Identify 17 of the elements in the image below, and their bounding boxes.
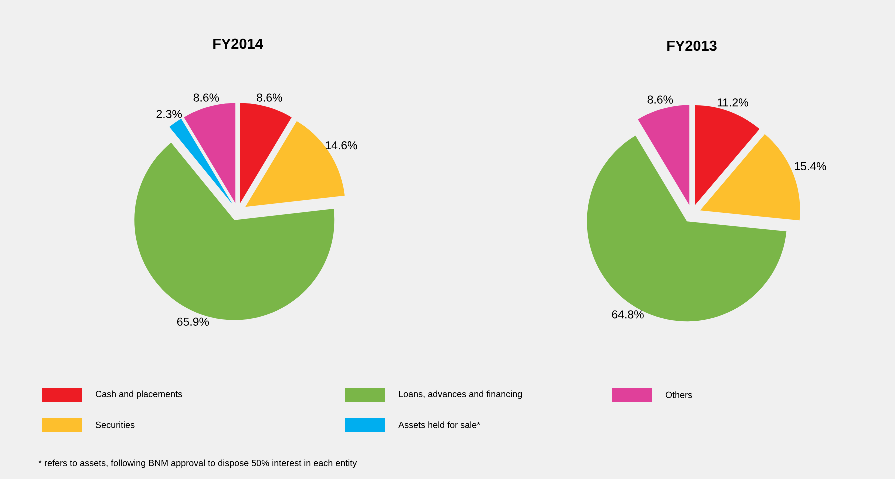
text: * refers to assets, following BNM approval to dispose 50% interest in each entity xyxy=(38,460,358,468)
data-label: 15.4% xyxy=(795,162,826,171)
legend-label: Others xyxy=(666,392,692,398)
data-label: 14.6% xyxy=(326,142,358,150)
legend-label: Assets held for sale* xyxy=(398,422,480,428)
chart-title: FY2013 xyxy=(668,40,717,52)
data-label: 64.8% xyxy=(612,310,644,319)
legend-label: Loans, advances and financing xyxy=(399,390,522,400)
legend-label: Securities xyxy=(96,422,135,428)
legend-label: Cash and placements xyxy=(96,390,182,400)
data-label: 8.6% xyxy=(194,94,220,102)
data-label: 65.9% xyxy=(177,318,210,326)
data-label: 2.3% xyxy=(156,110,182,118)
data-label: 11.2% xyxy=(718,98,748,107)
chart-title: FY2014 xyxy=(214,38,264,50)
data-label: 8.6% xyxy=(648,96,674,104)
data-label: 8.6% xyxy=(257,94,282,102)
